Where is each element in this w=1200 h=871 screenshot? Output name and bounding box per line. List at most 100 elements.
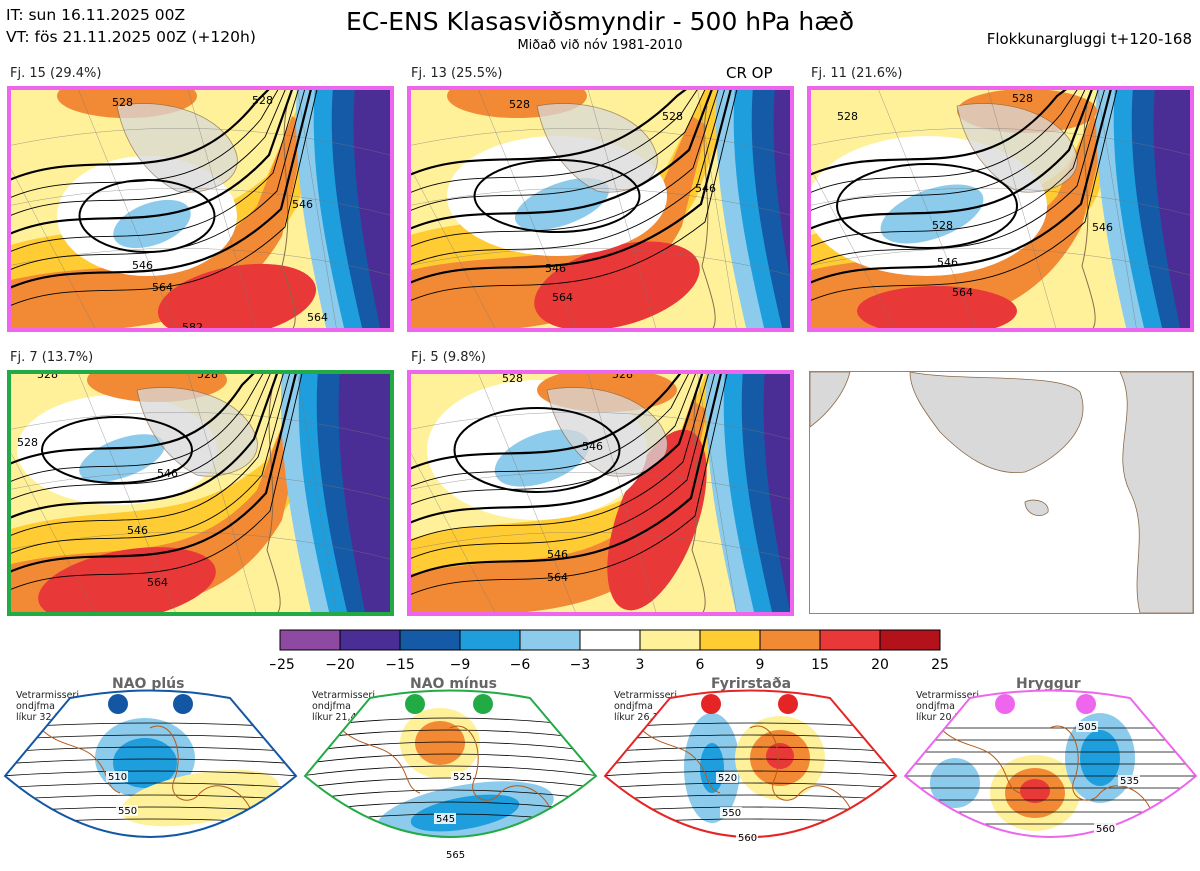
note-line: Vetrarmisseri (916, 690, 979, 701)
contour-label: 546 (547, 548, 568, 561)
contour-label: 546 (292, 198, 313, 211)
colorbar-tick-label: −3 (570, 657, 591, 673)
colorbar-tick-label: −15 (385, 657, 415, 673)
colorbar-tick-label: 9 (756, 657, 765, 673)
contour-label: 528 (252, 94, 273, 107)
cluster-map-5: 528 528 546 546 564 (407, 370, 794, 616)
regime-marker (995, 694, 1015, 714)
note-line: ondjfma (16, 701, 55, 712)
cluster-map-svg: 528 528 546 546 564 (407, 86, 794, 332)
contour-label: 546 (157, 467, 178, 480)
colorbar-cell (579, 629, 641, 651)
regime-map-ridge: 505 535 560 (903, 689, 1198, 838)
regime-map-blocking: 520 550 560 (603, 689, 898, 844)
colorbar-tick-label: 20 (871, 657, 889, 673)
panel-note-cr-op: CR OP (726, 64, 773, 82)
contour-label: 564 (547, 571, 568, 584)
colorbar-tick-label: 3 (636, 657, 645, 673)
colorbar-cell (699, 629, 761, 651)
cluster-map-svg: 528 528 546 546 564 (407, 370, 794, 616)
cluster-frame (407, 370, 794, 616)
basemap-svg (810, 372, 1193, 613)
colorbar-tick-label: 15 (811, 657, 829, 673)
contour-label: 564 (307, 311, 328, 324)
contour-label: 528 (37, 370, 58, 381)
regime-marker (473, 694, 493, 714)
cluster-map-svg: 528 528 546 546 564 564 582 (7, 86, 394, 332)
cluster-map-2: 528 528 546 546 564 (407, 86, 794, 332)
note-line: Vetrarmisseri (312, 690, 375, 701)
note-line: ondjfma (312, 701, 351, 712)
cluster-map-svg: 528 528 528 546 546 564 (7, 370, 394, 616)
regime-contour-label: 545 (436, 814, 455, 825)
colorbar-tick-label: 25 (931, 657, 949, 673)
note-line: líkur 32,3% (16, 712, 70, 723)
colorbar-cell (519, 629, 581, 651)
contour-label: 528 (1012, 92, 1033, 105)
regime-contour-label: 550 (722, 808, 741, 819)
init-time: IT: sun 16.11.2025 00Z (6, 6, 186, 24)
valid-time: VT: fös 21.11.2025 00Z (+120h) (6, 28, 256, 46)
colorbar-tick-label: −25 (270, 657, 295, 673)
note-line: ondjfma (916, 701, 955, 712)
contour-label: 528 (837, 110, 858, 123)
note-line: Vetrarmisseri (16, 690, 79, 701)
regime-contour-label: 510 (108, 772, 127, 783)
contour-label: 546 (132, 259, 153, 272)
contour-label: 546 (1092, 221, 1113, 234)
contour-label: 546 (582, 440, 603, 453)
contour-label: 564 (147, 576, 168, 589)
note-line: líkur 21,4% (312, 712, 366, 723)
contour-label: 528 (662, 110, 683, 123)
regime-note-nao-plus: Vetrarmisseri ondjfma líkur 32,3% (16, 690, 79, 723)
contour-label: 564 (152, 281, 173, 294)
cluster-map-svg: 528 528 528 546 546 564 (807, 86, 1194, 332)
note-line: Vetrarmisseri (614, 690, 677, 701)
colorbar-tick-label: −6 (510, 657, 531, 673)
regime-map-nao-minus: 525 545 565 (303, 689, 598, 861)
panel-label-4: Fj. 7 (13.7%) (10, 350, 94, 365)
cluster-map-3: 528 528 528 546 546 564 (807, 86, 1194, 332)
regime-marker (108, 694, 128, 714)
colorbar-cell (819, 629, 881, 651)
regime-marker (405, 694, 425, 714)
regime-title-blocking: Fyrirstaða (711, 676, 792, 692)
colorbar-tick-label: 6 (696, 657, 705, 673)
regime-contour-label: 565 (446, 850, 465, 861)
colorbar-cell (279, 629, 341, 651)
contour-label: 528 (932, 219, 953, 232)
colorbar-cell (399, 629, 461, 651)
regime-marker (173, 694, 193, 714)
colorbar-cell (339, 629, 401, 651)
contour-label: 528 (197, 370, 218, 381)
cluster-frame (807, 86, 1194, 332)
page-subtitle: Miðað við nóv 1981-2010 (517, 38, 683, 53)
colorbar-tick-label: −9 (450, 657, 471, 673)
cluster-frame (7, 370, 394, 616)
regime-note-ridge: Vetrarmisseri ondjfma líkur 20,2% (916, 690, 979, 723)
regime-contour-label: 560 (738, 833, 757, 844)
page-title: EC-ENS Klasasviðsmyndir - 500 hPa hæð (345, 7, 855, 36)
regime-title-ridge: Hryggur (1016, 676, 1081, 692)
regime-marker (778, 694, 798, 714)
colorbar-cell (879, 629, 941, 651)
note-line: líkur 26,1% (614, 712, 668, 723)
note-line: ondjfma (614, 701, 653, 712)
panel-label-5: Fj. 5 (9.8%) (411, 350, 486, 365)
regime-note-blocking: Vetrarmisseri ondjfma líkur 26,1% (614, 690, 677, 723)
colorbar-tick-label: −20 (325, 657, 355, 673)
note-line: líkur 20,2% (916, 712, 970, 723)
regime-contour-label: 535 (1120, 776, 1139, 787)
regime-contour-label: 505 (1078, 722, 1097, 733)
regime-map-nao-plus: 510 550 (3, 689, 298, 838)
regime-contour-label: 525 (453, 772, 472, 783)
contour-label: 564 (952, 286, 973, 299)
regime-title-nao-minus: NAO mínus (410, 676, 497, 692)
contour-label: 528 (502, 372, 523, 385)
panel-label-3: Fj. 11 (21.6%) (811, 66, 903, 81)
contour-label: 546 (127, 524, 148, 537)
colorbar-cell (639, 629, 701, 651)
cluster-frame (407, 86, 794, 332)
contour-label: 546 (937, 256, 958, 269)
contour-label: 546 (695, 182, 716, 195)
